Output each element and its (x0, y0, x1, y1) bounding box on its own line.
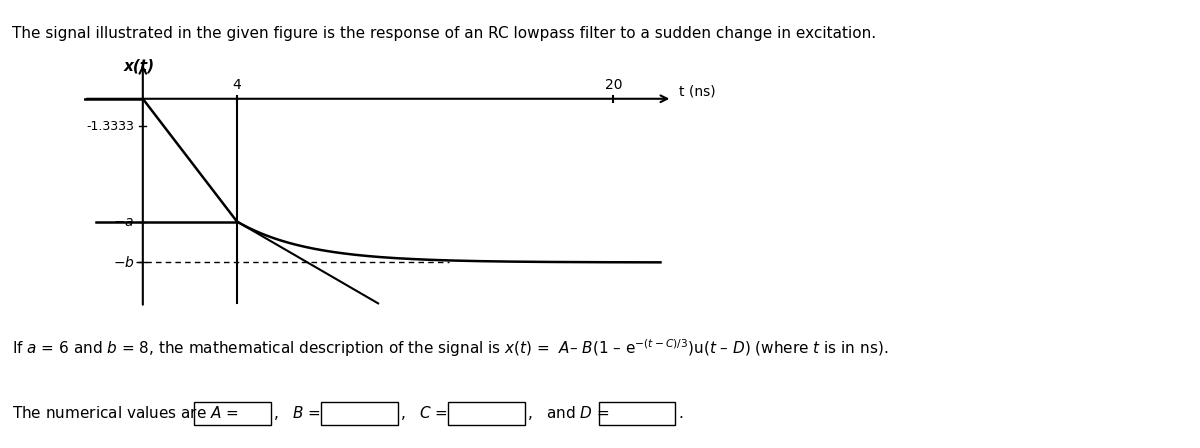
Text: If $a$ = 6 and $b$ = 8, the mathematical description of the signal is $x$($t$) =: If $a$ = 6 and $b$ = 8, the mathematical… (12, 337, 888, 359)
Text: $C$ =: $C$ = (419, 405, 448, 422)
Text: ,: , (275, 406, 280, 421)
Text: .: . (679, 406, 684, 421)
Bar (449, 402, 524, 425)
Bar (322, 402, 397, 425)
Text: -1.3333: -1.3333 (86, 120, 134, 133)
Text: $B$ =: $B$ = (292, 405, 320, 422)
Text: t (ns): t (ns) (679, 85, 716, 99)
Text: and $D$ =: and $D$ = (546, 405, 610, 422)
Text: $-a$: $-a$ (113, 215, 134, 228)
Text: The signal illustrated in the given figure is the response of an RC lowpass filt: The signal illustrated in the given figu… (12, 26, 876, 41)
Text: ,: , (528, 406, 533, 421)
Bar (194, 402, 271, 425)
Text: The numerical values are $A$ =: The numerical values are $A$ = (12, 405, 239, 422)
Text: $-b$: $-b$ (113, 255, 134, 270)
Text: x(t): x(t) (124, 59, 155, 73)
Text: ,: , (401, 406, 406, 421)
Bar (599, 402, 676, 425)
Text: 20: 20 (605, 78, 622, 91)
Text: 4: 4 (233, 78, 241, 91)
